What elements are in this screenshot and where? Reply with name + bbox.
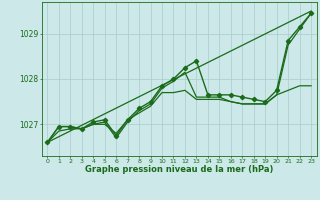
X-axis label: Graphe pression niveau de la mer (hPa): Graphe pression niveau de la mer (hPa) — [85, 165, 273, 174]
